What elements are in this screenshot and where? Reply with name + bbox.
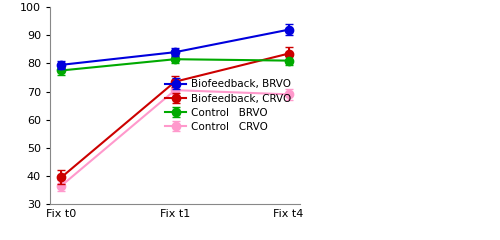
- Legend: Biofeedback, BRVO, Biofeedback, CRVO, Control   BRVO, Control   CRVO: Biofeedback, BRVO, Biofeedback, CRVO, Co…: [162, 76, 295, 135]
